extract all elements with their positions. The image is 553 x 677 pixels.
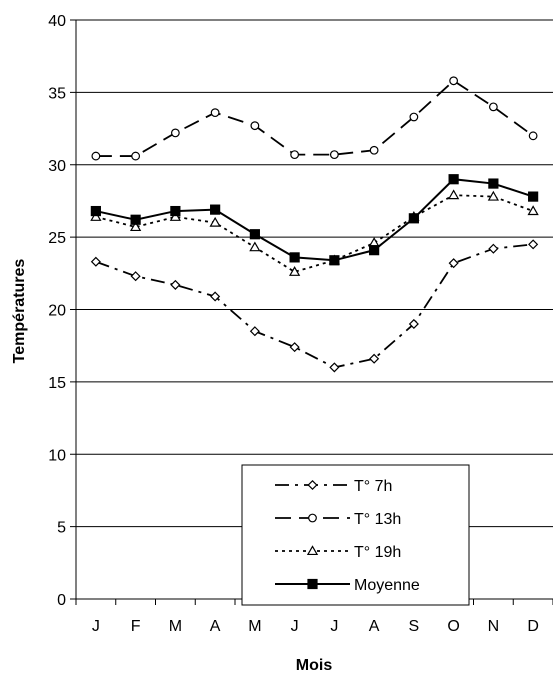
y-tick-label: 25	[48, 230, 66, 247]
x-tick-label: F	[131, 618, 141, 635]
series-3	[90, 174, 539, 266]
x-tick-label: J	[330, 618, 338, 635]
legend-label: T° 19h	[354, 544, 401, 561]
data-point	[210, 108, 220, 118]
data-point	[528, 131, 538, 141]
y-tick-label: 5	[57, 520, 66, 537]
y-tick-label: 10	[48, 447, 66, 464]
data-point	[528, 239, 539, 250]
legend-label: Moyenne	[354, 577, 420, 594]
legend: T° 7h T° 13h T° 19h Moyenne	[241, 464, 470, 606]
data-point	[249, 326, 260, 337]
data-point	[169, 211, 182, 221]
data-point	[170, 279, 181, 290]
series-line	[95, 79, 534, 157]
data-point	[369, 145, 379, 155]
data-point	[409, 112, 419, 122]
data-point	[487, 190, 500, 201]
series-line	[95, 178, 534, 262]
series-2	[90, 189, 539, 276]
data-point	[447, 189, 460, 200]
x-tick-label: J	[291, 618, 299, 635]
legend-marker	[307, 479, 318, 491]
data-point	[290, 150, 300, 160]
x-tick-label: J	[92, 618, 100, 635]
data-point	[170, 128, 180, 138]
data-point	[369, 353, 380, 364]
series-lines	[90, 76, 539, 373]
x-tick-label: A	[210, 618, 221, 635]
data-point	[90, 256, 101, 267]
data-point	[288, 266, 301, 276]
y-tick-label: 0	[57, 592, 66, 609]
data-point	[130, 271, 141, 282]
y-tick-label: 40	[48, 13, 66, 30]
data-point	[369, 245, 380, 256]
legend-label: T° 13h	[354, 511, 401, 528]
legend-marker	[306, 545, 319, 556]
series-line	[95, 243, 534, 369]
data-point	[528, 191, 539, 202]
data-point	[129, 221, 142, 232]
x-tick-label: N	[488, 618, 500, 635]
data-point	[408, 213, 419, 224]
grid-lines	[76, 19, 553, 600]
legend-marker	[308, 513, 317, 523]
y-tick-label: 15	[48, 375, 66, 392]
data-point	[329, 150, 339, 160]
data-point	[90, 211, 102, 221]
x-tick-label: O	[447, 618, 459, 635]
data-point	[250, 121, 260, 131]
series-line	[95, 194, 534, 273]
data-point	[289, 252, 300, 263]
y-axis-title: Températures	[11, 259, 28, 364]
data-point	[329, 362, 340, 373]
y-tick-label: 20	[48, 303, 66, 320]
data-point	[209, 216, 221, 227]
x-tick-label: S	[409, 618, 420, 635]
data-point	[130, 214, 141, 225]
legend-box	[241, 464, 470, 606]
data-point	[249, 229, 260, 240]
x-tick-label: M	[169, 618, 182, 635]
data-point	[91, 151, 101, 161]
data-point	[488, 178, 499, 189]
x-axis-title: Mois	[296, 657, 333, 674]
data-point	[210, 291, 221, 302]
data-point	[449, 76, 459, 86]
data-point	[249, 241, 261, 252]
x-tick-label: A	[369, 618, 380, 635]
legend-marker	[307, 578, 318, 590]
data-point	[527, 205, 539, 216]
data-point	[488, 102, 498, 112]
y-axis: 0 5 10 15 20 25 30 35 40	[48, 13, 77, 609]
legend-label: T° 7h	[354, 478, 392, 495]
series-1	[91, 76, 538, 161]
data-point	[90, 205, 101, 217]
data-point	[170, 205, 181, 217]
data-point	[448, 258, 459, 269]
x-tick-label: M	[248, 618, 261, 635]
data-point	[329, 255, 340, 266]
y-tick-label: 30	[48, 158, 66, 175]
data-point	[131, 151, 141, 161]
data-point	[289, 342, 300, 353]
x-tick-label: D	[527, 618, 539, 635]
data-point	[210, 204, 221, 215]
data-point	[488, 243, 499, 254]
y-tick-label: 35	[48, 85, 66, 102]
data-point	[408, 318, 419, 330]
series-0	[90, 239, 539, 373]
data-point	[448, 174, 459, 185]
